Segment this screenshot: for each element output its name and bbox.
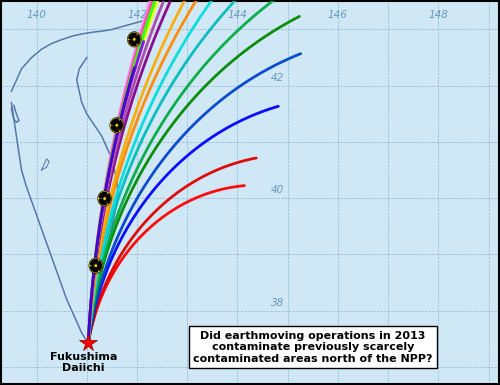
Text: 40: 40 bbox=[271, 185, 284, 195]
Circle shape bbox=[116, 124, 118, 127]
Circle shape bbox=[110, 118, 124, 132]
Circle shape bbox=[90, 258, 102, 273]
Text: 144: 144 bbox=[228, 10, 248, 20]
Wedge shape bbox=[112, 119, 118, 125]
Wedge shape bbox=[99, 192, 106, 198]
Circle shape bbox=[110, 119, 122, 132]
Circle shape bbox=[95, 265, 96, 266]
Text: Did earthmoving operations in 2013
contaminate previously scarcely
contaminated : Did earthmoving operations in 2013 conta… bbox=[193, 331, 432, 364]
Circle shape bbox=[133, 38, 136, 41]
Circle shape bbox=[104, 198, 106, 199]
Text: 38: 38 bbox=[271, 298, 284, 308]
Wedge shape bbox=[99, 199, 106, 205]
Text: 142: 142 bbox=[127, 10, 147, 20]
Wedge shape bbox=[118, 121, 122, 130]
Wedge shape bbox=[112, 126, 118, 131]
Text: 42: 42 bbox=[271, 73, 284, 83]
Wedge shape bbox=[136, 35, 140, 44]
Circle shape bbox=[116, 124, 117, 126]
Text: Fukushima
Daiichi: Fukushima Daiichi bbox=[50, 352, 117, 373]
Circle shape bbox=[98, 192, 110, 205]
Text: 146: 146 bbox=[328, 10, 348, 20]
Wedge shape bbox=[90, 259, 98, 265]
Text: 148: 148 bbox=[428, 10, 448, 20]
Circle shape bbox=[128, 32, 141, 47]
Circle shape bbox=[90, 259, 102, 272]
Circle shape bbox=[104, 197, 106, 200]
Wedge shape bbox=[129, 40, 136, 45]
Text: 140: 140 bbox=[26, 10, 46, 20]
Circle shape bbox=[98, 191, 111, 206]
Wedge shape bbox=[90, 266, 98, 272]
Circle shape bbox=[128, 33, 140, 46]
Circle shape bbox=[134, 38, 135, 40]
Circle shape bbox=[94, 264, 97, 267]
Wedge shape bbox=[129, 33, 136, 39]
Wedge shape bbox=[106, 194, 110, 203]
Wedge shape bbox=[98, 261, 102, 270]
